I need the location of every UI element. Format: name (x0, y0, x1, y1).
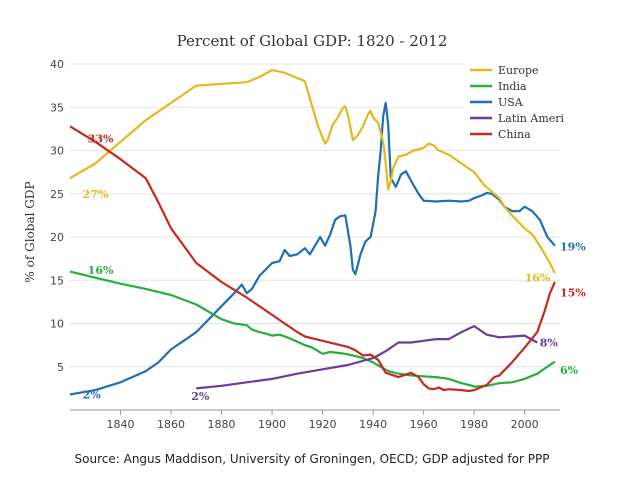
x-tick-label: 1980 (460, 418, 488, 431)
y-tick-label: 15 (50, 274, 64, 287)
data-annotation: 33% (88, 132, 114, 145)
y-tick-label: 35 (50, 101, 64, 114)
y-tick-label: 10 (50, 318, 64, 331)
y-tick-label: 30 (50, 145, 64, 158)
legend-entry: India (498, 80, 527, 93)
series-line-europe (69, 69, 556, 274)
y-axis-label: % of Global GDP (23, 181, 37, 282)
x-tick-label: 1960 (410, 418, 438, 431)
chart-title: Percent of Global GDP: 1820 - 2012 (177, 32, 448, 50)
legend-entry: Latin Ameri (498, 112, 565, 125)
x-tick-label: 2000 (511, 418, 539, 431)
y-tick-label: 5 (57, 361, 64, 374)
series-line-china (69, 125, 556, 393)
x-tick-label: 1880 (208, 418, 236, 431)
annotations: 33% 27% 16% 2% 2% 19% 16% 15% 8% 6% (83, 132, 587, 403)
y-axis-ticks: 5 10 15 20 25 30 35 40 (50, 58, 64, 374)
y-tick-label: 20 (50, 231, 64, 244)
data-annotation: 16% (88, 264, 114, 277)
x-tick-label: 1900 (258, 418, 286, 431)
legend-entry: Europe (498, 64, 539, 77)
series-line-latin-ameri (196, 325, 538, 390)
data-annotation: 15% (560, 286, 586, 299)
x-axis-ticks: 1840 1860 1880 1900 1920 1940 1960 1980 2000 (107, 410, 539, 431)
grid-lines (70, 63, 560, 368)
series-lines (69, 69, 556, 396)
data-annotation: 8% (540, 337, 559, 350)
y-tick-label: 40 (50, 58, 64, 71)
data-annotation: 27% (83, 188, 109, 201)
x-tick-label: 1920 (309, 418, 337, 431)
data-annotation: 2% (83, 388, 102, 401)
x-tick-label: 1940 (359, 418, 387, 431)
legend-entry: USA (498, 96, 524, 109)
legend-entry: China (498, 128, 531, 141)
series-line-india (69, 270, 556, 388)
x-tick-label: 1840 (107, 418, 135, 431)
series-line-usa (69, 101, 556, 396)
data-annotation: 16% (525, 272, 551, 285)
y-tick-label: 25 (50, 188, 64, 201)
source-note: Source: Angus Maddison, University of Gr… (75, 452, 550, 466)
x-tick-label: 1860 (157, 418, 185, 431)
data-annotation: 19% (560, 241, 586, 254)
data-annotation: 6% (560, 364, 579, 377)
legend: Europe India USA Latin Ameri China (464, 60, 565, 146)
data-annotation: 2% (191, 390, 210, 403)
